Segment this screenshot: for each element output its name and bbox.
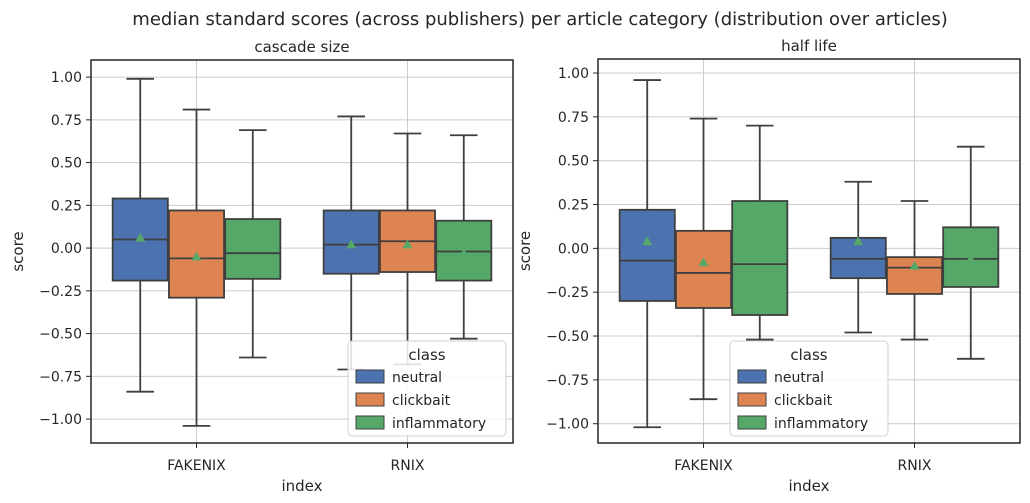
y-tick-label: −1.00	[546, 417, 589, 433]
box-neutral-rnix	[829, 180, 887, 334]
mean-marker	[135, 232, 146, 242]
x-axis-label: index	[281, 477, 322, 495]
legend-swatch-clickbait	[737, 392, 767, 407]
box-body	[731, 200, 789, 316]
panel-2: half life −1.00 −0.75 −0.50 −0.25 0.00 0.25 0.5…	[516, 37, 1021, 495]
mean-marker	[965, 253, 976, 263]
x-tick-label: FAKENIX	[167, 458, 226, 474]
legend-label-neutral: neutral	[774, 370, 824, 386]
legend-label-inflammatory: inflammatory	[774, 416, 868, 432]
box-neutral-rnix	[322, 115, 380, 371]
box-body	[675, 229, 732, 309]
plot-frame	[90, 59, 514, 444]
plot-frame	[597, 58, 1021, 444]
legend-swatch-clickbait	[355, 392, 385, 407]
box-neutral-fakenix	[618, 79, 676, 429]
panel-1: cascade size −1.00 −0.75 −0.50 −0.25 0.00 0.25…	[9, 38, 514, 495]
x-tick-label: FAKENIX	[674, 458, 733, 474]
y-tick-label: −0.25	[546, 285, 589, 301]
box-inflammatory-fakenix	[731, 124, 789, 341]
mean-marker	[853, 236, 864, 246]
box-inflammatory-rnix	[942, 145, 1000, 360]
panel-title: cascade size	[254, 38, 349, 56]
legend-swatch-neutral	[737, 369, 767, 384]
y-tick-label: 0.00	[558, 241, 589, 257]
mean-marker	[247, 241, 258, 251]
y-tick-label: −0.50	[39, 327, 82, 343]
x-tick-label: RNIX	[391, 458, 425, 474]
y-tick-label: −1.00	[39, 412, 82, 428]
mean-marker	[346, 239, 357, 249]
box-clickbait-rnix	[886, 200, 943, 341]
figure-title: median standard scores (across publisher…	[132, 9, 947, 30]
legend-swatch-neutral	[355, 369, 385, 384]
y-tick-label: 0.50	[51, 156, 82, 172]
y-axis-label: score	[516, 231, 534, 271]
y-tick-label: 0.00	[51, 241, 82, 257]
y-tick-label: 1.00	[558, 66, 589, 82]
x-tick-label: RNIX	[898, 458, 932, 474]
box-neutral-fakenix	[111, 77, 169, 393]
mean-marker	[909, 260, 920, 270]
legend-label-inflammatory: inflammatory	[392, 416, 486, 432]
legend-title: class	[408, 346, 445, 364]
mean-marker	[642, 236, 653, 246]
legend-label-neutral: neutral	[392, 370, 442, 386]
mean-marker	[402, 239, 413, 249]
legend-title: class	[790, 346, 827, 364]
y-tick-label: −0.75	[39, 369, 82, 385]
y-axis-label: score	[9, 231, 27, 271]
legend-box	[347, 340, 507, 437]
legend: class neutral clickbait inflammatory	[729, 340, 889, 437]
legend-label-clickbait: clickbait	[392, 393, 451, 409]
mean-marker	[458, 248, 469, 257]
box-body	[618, 208, 676, 302]
box-clickbait-fakenix	[168, 108, 225, 427]
box-clickbait-rnix	[379, 132, 436, 366]
y-tick-label: −0.25	[39, 284, 82, 300]
y-tick-label: 0.75	[558, 110, 589, 126]
y-tick-label: 0.50	[558, 154, 589, 170]
y-tick-label: 0.25	[51, 198, 82, 214]
legend-swatch-inflammatory	[737, 415, 767, 430]
legend-swatch-inflammatory	[355, 415, 385, 430]
legend-label-clickbait: clickbait	[774, 393, 833, 409]
mean-marker	[754, 243, 765, 253]
legend: class neutral clickbait inflammatory	[347, 340, 507, 437]
legend-box	[729, 340, 889, 437]
panel-title: half life	[781, 37, 837, 55]
y-tick-label: 0.25	[558, 198, 589, 214]
y-tick-label: 0.75	[51, 113, 82, 129]
y-tick-label: 1.00	[51, 70, 82, 86]
box-clickbait-fakenix	[675, 117, 732, 401]
mean-marker	[191, 251, 202, 261]
box-inflammatory-rnix	[435, 134, 493, 340]
mean-marker	[698, 257, 709, 267]
y-tick-label: −0.50	[546, 329, 589, 345]
x-axis-label: index	[788, 477, 829, 495]
y-tick-label: −0.75	[546, 373, 589, 389]
box-inflammatory-fakenix	[224, 129, 282, 359]
